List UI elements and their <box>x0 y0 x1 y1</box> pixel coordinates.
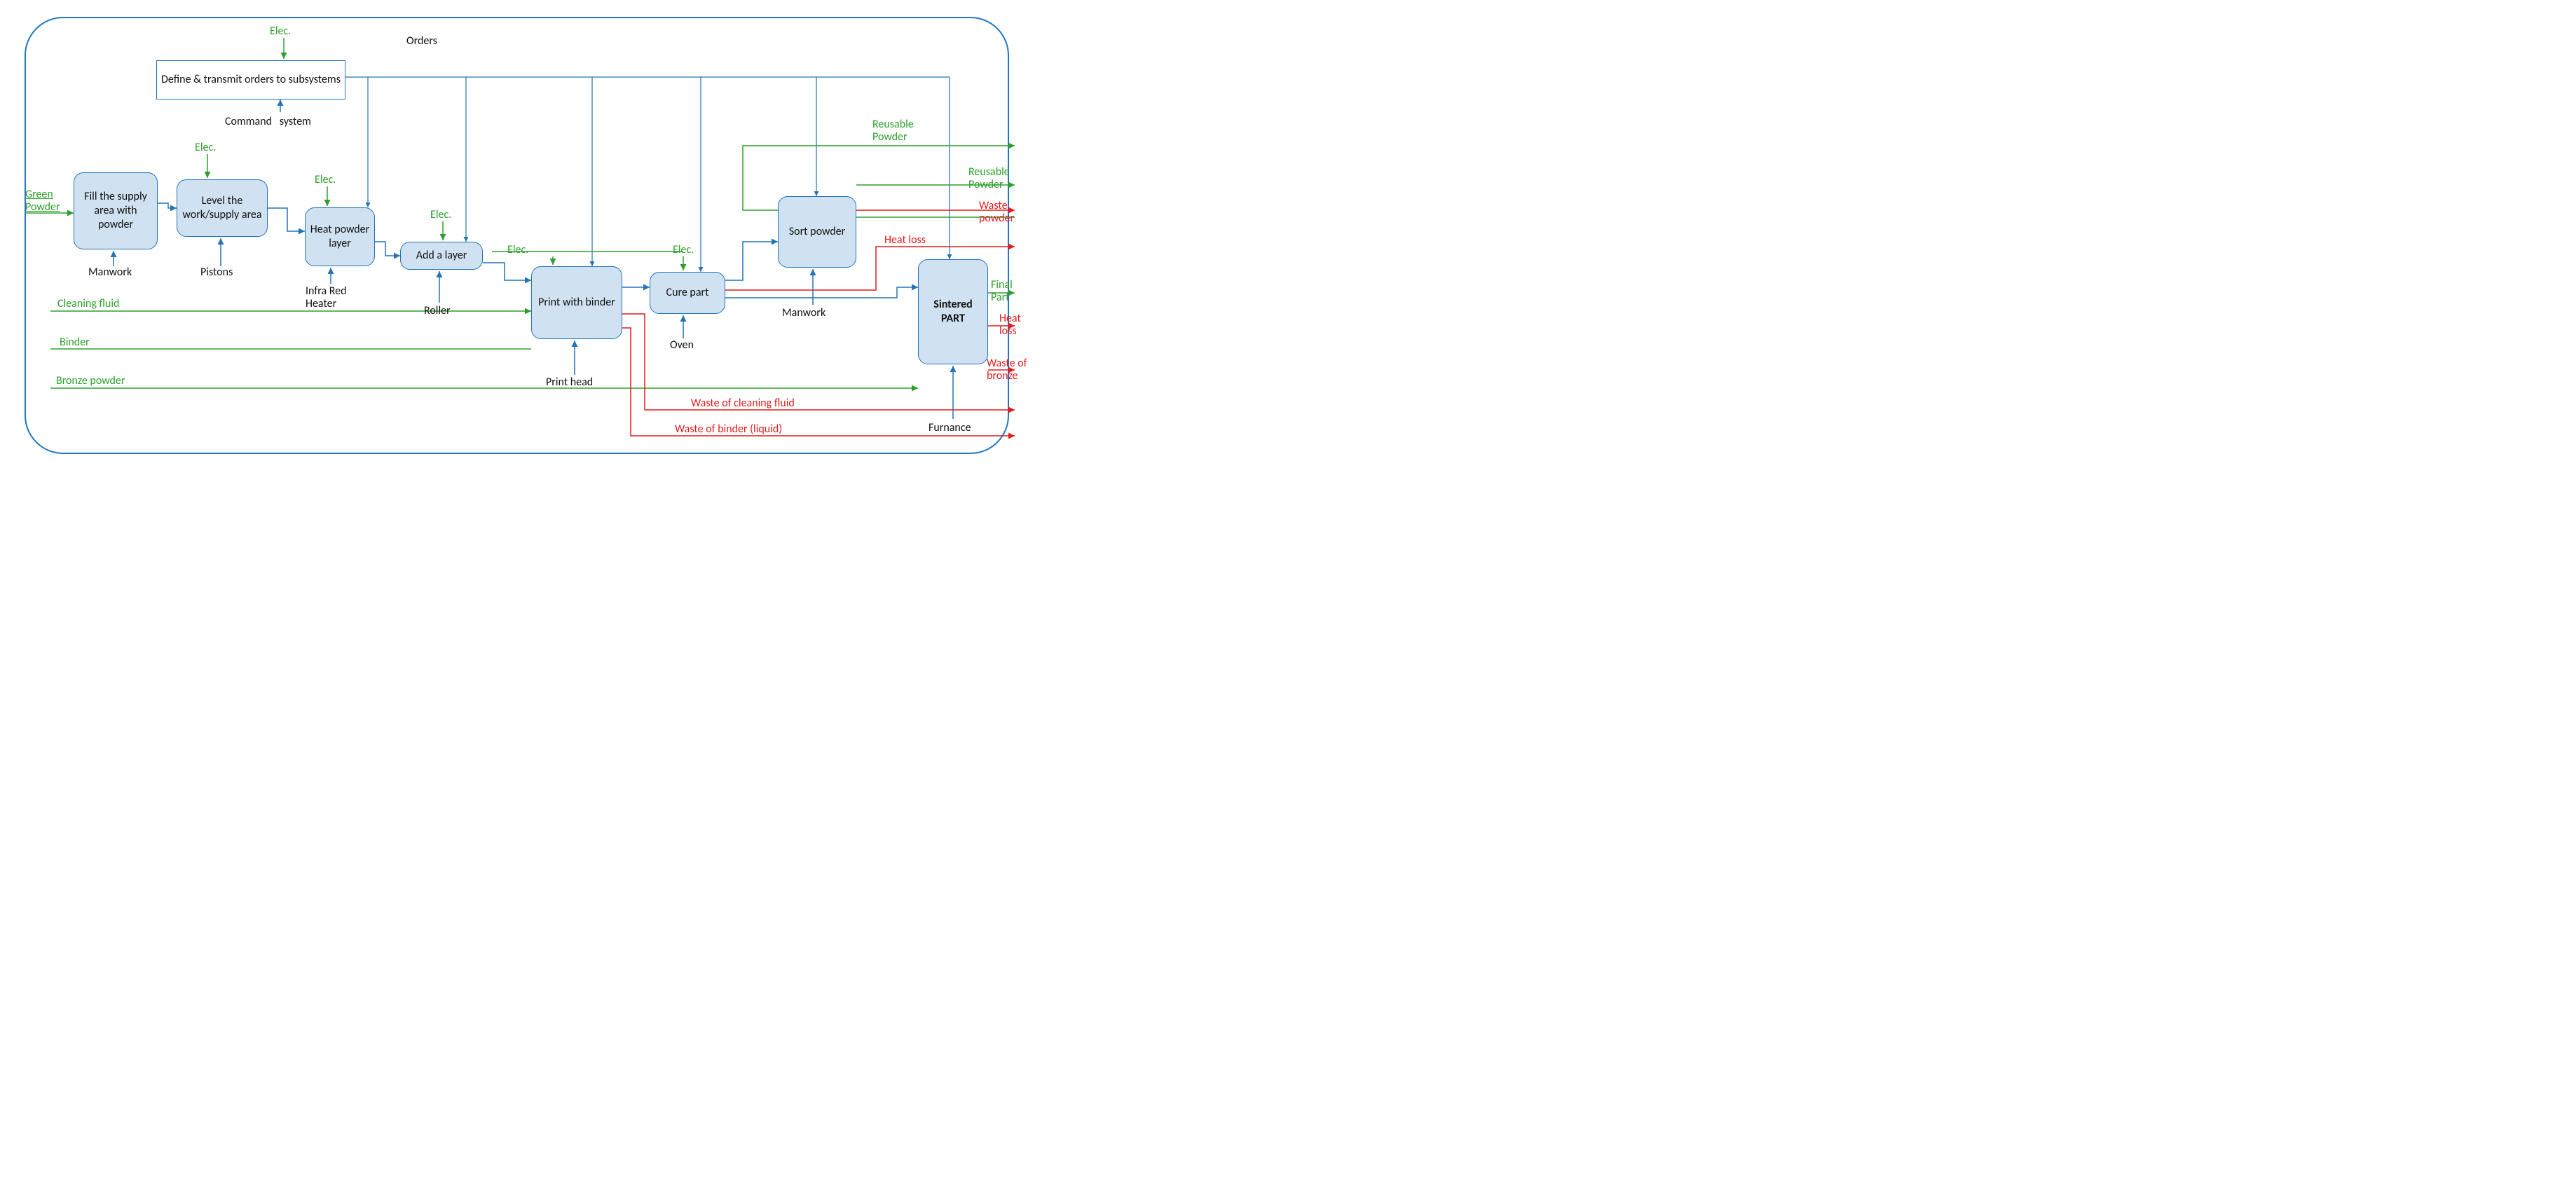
label-manwork-2: Manwork <box>782 307 825 319</box>
label-waste-bronze: Waste of bronze <box>987 357 1027 383</box>
node-label: Fill the supply area with powder <box>78 190 153 232</box>
label-manwork-1: Manwork <box>88 266 132 279</box>
label-print-head: Print head <box>546 376 593 389</box>
node-add-layer: Add a layer <box>400 242 483 270</box>
label-oven: Oven <box>670 339 694 352</box>
node-label: Level the work/supply area <box>181 194 263 222</box>
label-ir-heater: Infra Red Heater <box>306 285 347 311</box>
node-label: Sort powder <box>789 225 845 239</box>
node-label: Heat powder layer <box>310 223 370 251</box>
label-heat-loss-2: Heat loss <box>999 312 1021 338</box>
label-pistons: Pistons <box>200 266 233 279</box>
node-define-orders: Define & transmit orders to subsystems <box>156 60 345 99</box>
node-sintered-part: Sintered PART <box>918 259 988 364</box>
node-sort-powder: Sort powder <box>778 196 856 268</box>
label-heat-loss-1: Heat loss <box>884 234 926 247</box>
label-elec-1: Elec. <box>270 25 291 38</box>
node-cure-part: Cure part <box>650 272 725 314</box>
label-furnance: Furnance <box>929 422 971 434</box>
label-reusable-powder-1: Reusable Powder <box>872 118 914 144</box>
node-level-area: Level the work/supply area <box>177 179 268 237</box>
label-elec-4: Elec. <box>430 209 451 221</box>
label-elec-3: Elec. <box>315 174 336 186</box>
node-label: Cure part <box>666 286 709 300</box>
label-roller: Roller <box>424 305 451 317</box>
label-elec-5: Elec. <box>507 244 528 256</box>
label-cleaning-fluid: Cleaning fluid <box>57 298 119 310</box>
label-reusable-powder-2: Reusable Powder <box>968 166 1010 192</box>
label-orders: Orders <box>406 35 437 48</box>
label-waste-binder: Waste of binder (liquid) <box>675 423 782 436</box>
label-waste-cleaning: Waste of cleaning fluid <box>691 397 795 410</box>
label-green-powder: Green Powder <box>25 188 60 214</box>
label-waste-powder: Waste powder <box>979 200 1014 226</box>
label-bronze-powder: Bronze powder <box>56 375 125 387</box>
label-elec-6: Elec. <box>673 244 694 256</box>
node-fill-supply: Fill the supply area with powder <box>74 172 158 249</box>
label-command-system: Command system <box>225 116 311 128</box>
node-label: Add a layer <box>416 249 467 263</box>
label-elec-2: Elec. <box>195 142 216 154</box>
node-heat-layer: Heat powder layer <box>305 207 375 266</box>
label-binder: Binder <box>60 336 90 349</box>
node-label: Define & transmit orders to subsystems <box>161 73 341 87</box>
node-label: Print with binder <box>538 296 615 310</box>
label-final-part: Final Part <box>991 279 1013 305</box>
node-label: Sintered PART <box>923 298 983 326</box>
node-print-binder: Print with binder <box>531 266 622 339</box>
